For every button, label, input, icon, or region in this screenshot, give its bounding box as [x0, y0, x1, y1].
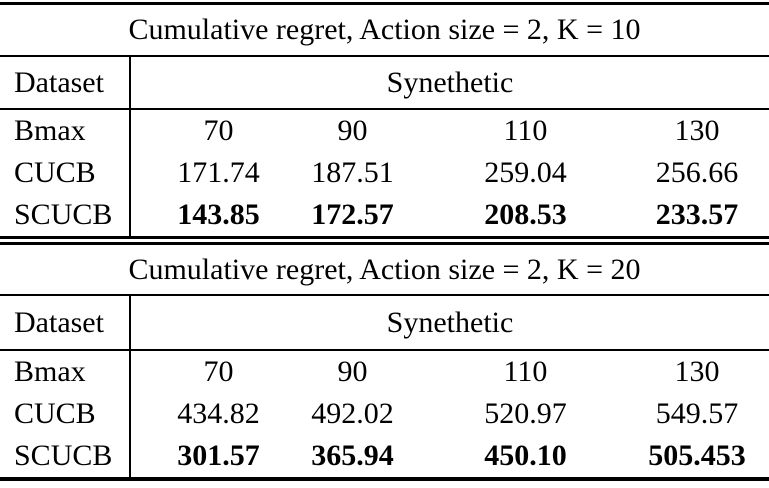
rule-below-header-2	[0, 349, 769, 351]
synthetic-header-cell: Synethetic	[131, 57, 769, 108]
synthetic-header-label: Synethetic	[386, 65, 514, 99]
value-cell: 110	[503, 355, 548, 388]
rule-below-title-1	[0, 55, 769, 57]
table-title: Cumulative regret, Action size = 2, K = …	[128, 13, 641, 46]
row-label-bmax: Bmax	[0, 110, 131, 152]
row-label-cucb: CUCB	[0, 393, 131, 435]
table-2-row-bmax: Bmax 70 90 110 130	[0, 351, 769, 393]
value-cell: 130	[674, 114, 720, 147]
table-1-header-row: Dataset Synethetic	[0, 57, 769, 108]
value-cell: 434.82	[177, 397, 260, 430]
dataset-header-label: Dataset	[14, 305, 104, 339]
bottom-rule	[0, 477, 769, 481]
dataset-header-cell: Dataset	[0, 57, 131, 108]
value-cell: 450.10	[484, 439, 567, 472]
value-cell: 172.57	[311, 198, 394, 231]
table-2-row-cucb: CUCB 434.82 492.02 520.97 549.57	[0, 393, 769, 435]
synthetic-header-label: Synethetic	[386, 305, 514, 339]
table-1-title-row: Cumulative regret, Action size = 2, K = …	[0, 5, 769, 55]
table-2-row-scucb: SCUCB 301.57 365.94 450.10 505.453	[0, 435, 769, 477]
value-cell: 256.66	[655, 156, 739, 189]
value-cell: 171.74	[177, 156, 260, 189]
table-1-row-scucb: SCUCB 143.85 172.57 208.53 233.57	[0, 194, 769, 236]
value-cell: 505.453	[648, 439, 746, 472]
table-1-row-bmax: Bmax 70 90 110 130	[0, 110, 769, 152]
dataset-header-cell: Dataset	[0, 296, 131, 349]
value-cell: 110	[503, 114, 548, 147]
value-cell: 130	[674, 355, 720, 388]
value-cell: 90	[337, 355, 368, 388]
value-cell: 90	[337, 114, 368, 147]
value-cell: 233.57	[655, 198, 739, 231]
table-title: Cumulative regret, Action size = 2, K = …	[128, 252, 641, 286]
synthetic-header-cell: Synethetic	[131, 296, 769, 349]
value-cell: 549.57	[655, 397, 739, 430]
row-label-cucb: CUCB	[0, 152, 131, 194]
value-cell: 70	[203, 114, 234, 147]
row-label-bmax: Bmax	[0, 351, 131, 393]
value-cell: 187.51	[311, 156, 394, 189]
top-rule	[0, 2, 769, 5]
value-cell: 259.04	[484, 156, 567, 189]
rule-below-header-1	[0, 108, 769, 110]
double-rule-separator	[0, 236, 769, 245]
table-2-header-row: Dataset Synethetic	[0, 296, 769, 349]
table-1-row-cucb: CUCB 171.74 187.51 259.04 256.66	[0, 152, 769, 194]
value-cell: 143.85	[177, 198, 260, 231]
rule-below-title-2	[0, 294, 769, 296]
row-label-scucb: SCUCB	[0, 194, 131, 236]
value-cell: 492.02	[311, 397, 394, 430]
value-cell: 520.97	[484, 397, 567, 430]
dataset-header-label: Dataset	[14, 65, 104, 99]
value-cell: 365.94	[311, 439, 394, 472]
value-cell: 70	[203, 355, 234, 388]
value-cell: 301.57	[177, 439, 260, 472]
table-2-title-row: Cumulative regret, Action size = 2, K = …	[0, 245, 769, 294]
value-cell: 208.53	[484, 198, 567, 231]
row-label-scucb: SCUCB	[0, 435, 131, 477]
